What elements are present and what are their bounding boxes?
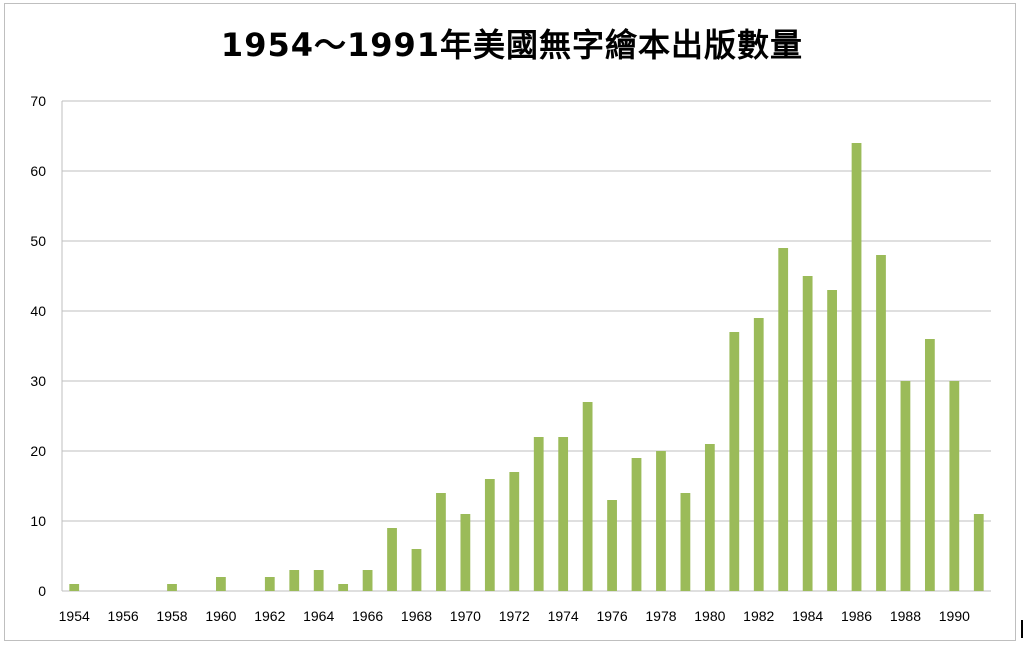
x-tick-labels: 1954 1956 1958 1960 1962 1964 1966 1968 1970 1972… xyxy=(59,608,970,624)
y-tick-label: 40 xyxy=(30,303,46,319)
bar xyxy=(387,528,397,591)
bar xyxy=(167,584,177,591)
x-tick-label: 1960 xyxy=(205,608,236,624)
bar xyxy=(802,276,813,591)
bar xyxy=(436,493,446,591)
bar xyxy=(778,248,789,591)
bars xyxy=(69,143,984,591)
x-tick-label: 1988 xyxy=(890,608,921,624)
x-tick-label: 1974 xyxy=(548,608,579,624)
y-tick-labels: 0 10 20 30 40 50 60 70 xyxy=(30,93,46,599)
x-tick-label: 1984 xyxy=(792,608,823,624)
bar xyxy=(533,437,544,591)
y-tick-label: 0 xyxy=(38,583,46,599)
x-tick-label: 1986 xyxy=(841,608,872,624)
x-tick-label: 1958 xyxy=(156,608,187,624)
bar xyxy=(582,402,593,591)
y-tick-label: 50 xyxy=(30,233,46,249)
bar xyxy=(484,479,495,591)
bar xyxy=(680,493,691,591)
x-tick-label: 1972 xyxy=(499,608,530,624)
bar xyxy=(851,143,862,591)
bar xyxy=(313,570,324,591)
x-tick-label: 1982 xyxy=(743,608,774,624)
x-tick-label: 1978 xyxy=(645,608,676,624)
y-tick-label: 60 xyxy=(30,163,46,179)
bar xyxy=(460,514,471,591)
bar xyxy=(558,437,569,591)
bar xyxy=(656,451,666,591)
bar xyxy=(411,549,422,591)
bar xyxy=(509,472,520,591)
x-tick-label: 1976 xyxy=(596,608,627,624)
text-cursor xyxy=(1021,620,1023,638)
y-tick-label: 30 xyxy=(30,373,46,389)
bar xyxy=(631,458,642,591)
x-tick-label: 1966 xyxy=(352,608,383,624)
bar xyxy=(338,584,349,591)
bar xyxy=(362,570,373,591)
bar xyxy=(973,514,984,591)
chart-title: 1954～1991年美國無字繪本出版數量 xyxy=(220,26,804,64)
x-tick-label: 1980 xyxy=(694,608,725,624)
x-tick-label: 1954 xyxy=(59,608,90,624)
bar xyxy=(607,500,617,591)
bar xyxy=(827,290,837,591)
y-tick-label: 20 xyxy=(30,443,46,459)
bar xyxy=(924,339,935,591)
bar xyxy=(69,584,80,591)
bar xyxy=(216,577,226,591)
bar xyxy=(264,577,275,591)
x-tick-label: 1970 xyxy=(450,608,481,624)
x-tick-label: 1964 xyxy=(303,608,334,624)
bar xyxy=(876,255,886,591)
x-tick-label: 1962 xyxy=(254,608,285,624)
x-tick-label: 1956 xyxy=(108,608,139,624)
y-tick-label: 10 xyxy=(30,513,46,529)
bar xyxy=(704,444,715,591)
bar xyxy=(949,381,960,591)
y-tick-label: 70 xyxy=(30,93,46,109)
bar xyxy=(289,570,300,591)
bar xyxy=(900,381,911,591)
bar xyxy=(729,332,740,591)
bar xyxy=(753,318,764,591)
x-tick-label: 1990 xyxy=(939,608,970,624)
x-tick-label: 1968 xyxy=(401,608,432,624)
